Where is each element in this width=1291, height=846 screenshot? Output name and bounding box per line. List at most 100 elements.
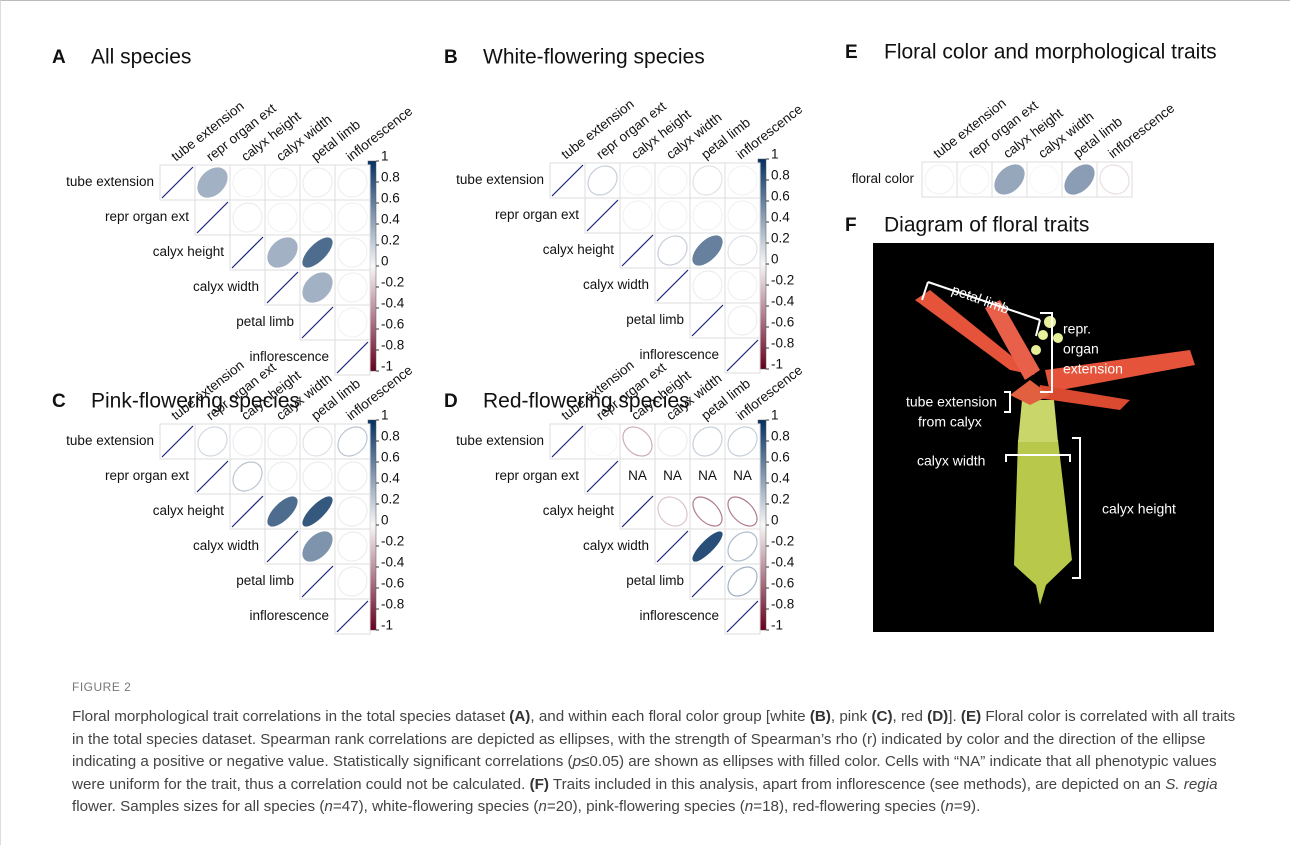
row-label: calyx height bbox=[543, 242, 615, 257]
colorbar-tick-label: 0.8 bbox=[381, 170, 400, 185]
colorbar-tick-label: 0.6 bbox=[771, 450, 790, 465]
caption-text: n bbox=[745, 798, 753, 815]
colorbar-tick-label: 0.6 bbox=[771, 189, 790, 204]
caption-text: (D) bbox=[927, 708, 948, 725]
colorbar-tick-label: -1 bbox=[381, 618, 393, 633]
row-label: petal limb bbox=[236, 314, 294, 329]
row-label: inflorescence bbox=[249, 608, 329, 623]
flower-diagram bbox=[873, 243, 1214, 632]
colorbar-tick-label: -1 bbox=[381, 359, 393, 374]
colorbar-tick-label: 0 bbox=[771, 252, 779, 267]
row-label: calyx height bbox=[153, 244, 225, 259]
colorbar-tick-label: 0.6 bbox=[381, 450, 400, 465]
colorbar-tick-label: 1 bbox=[381, 149, 389, 164]
caption-text: , pink bbox=[831, 708, 872, 725]
row-label: inflorescence bbox=[639, 347, 719, 362]
row-label: inflorescence bbox=[249, 349, 329, 364]
figure: AAll speciestube extensionrepr organ ext… bbox=[0, 0, 1291, 670]
colorbar-tick-label: -0.4 bbox=[381, 555, 405, 570]
panel-title: Diagram of floral traits bbox=[884, 214, 1089, 237]
row-label: repr organ ext bbox=[495, 207, 579, 222]
anther bbox=[1038, 330, 1048, 340]
row-label: calyx width bbox=[193, 279, 259, 294]
panel-letter: B bbox=[444, 47, 458, 68]
na-label: NA bbox=[733, 468, 752, 483]
panel-letter: D bbox=[444, 391, 458, 412]
caption-text: ]. bbox=[948, 708, 961, 725]
colorbar-tick-label: 0 bbox=[771, 513, 779, 528]
colorbar-tick-label: -0.6 bbox=[771, 315, 794, 330]
caption-text: =20), pink-flowering species ( bbox=[547, 798, 745, 815]
panel-letter: F bbox=[845, 215, 857, 236]
panel-letter: C bbox=[52, 391, 66, 412]
colorbar-tick-label: -0.8 bbox=[771, 597, 794, 612]
colorbar-tick-label: 0.4 bbox=[771, 210, 790, 225]
diagram-label: tube extension bbox=[906, 394, 997, 410]
diagram-label: repr. bbox=[1063, 321, 1091, 337]
caption-text: , red bbox=[893, 708, 928, 725]
colorbar-tick-label: 1 bbox=[771, 147, 779, 162]
panel-letter: E bbox=[845, 42, 858, 63]
caption-text: n bbox=[538, 798, 546, 815]
caption-text: (C) bbox=[871, 708, 892, 725]
row-label: floral color bbox=[852, 171, 915, 186]
colorbar-tick-label: -0.2 bbox=[771, 534, 794, 549]
diagram-label: from calyx bbox=[918, 414, 982, 430]
caption-text: Floral morphological trait correlations … bbox=[72, 708, 509, 725]
colorbar-tick-label: 0.8 bbox=[771, 429, 790, 444]
colorbar-tick-label: -0.2 bbox=[771, 273, 794, 288]
caption-text: =18), red-flowering species ( bbox=[753, 798, 945, 815]
caption-text: p bbox=[573, 753, 581, 770]
row-label: repr organ ext bbox=[105, 209, 189, 224]
caption-text: n bbox=[945, 798, 953, 815]
panel-title: Floral color and morphological traits bbox=[884, 41, 1217, 64]
colorbar-tick-label: -0.4 bbox=[771, 294, 795, 309]
colorbar-tick-label: -0.2 bbox=[381, 275, 404, 290]
caption-text: (E) bbox=[961, 708, 981, 725]
colorbar-tick-label: 0.4 bbox=[771, 471, 790, 486]
colorbar-tick-label: -0.6 bbox=[771, 576, 794, 591]
caption-text: , and within each floral color group [wh… bbox=[530, 708, 809, 725]
colorbar-tick-label: 0.4 bbox=[381, 212, 400, 227]
anther bbox=[1044, 316, 1056, 328]
colorbar-tick-label: -0.6 bbox=[381, 317, 404, 332]
caption-text: (F) bbox=[530, 776, 549, 793]
panel-title: White-flowering species bbox=[483, 46, 705, 69]
colorbar-tick-label: 0.2 bbox=[771, 492, 790, 507]
na-label: NA bbox=[628, 468, 647, 483]
colorbar-tick-label: -0.4 bbox=[771, 555, 795, 570]
diagram-label: extension bbox=[1063, 361, 1123, 377]
caption-text: (B) bbox=[810, 708, 831, 725]
na-label: NA bbox=[663, 468, 682, 483]
caption-text: n bbox=[324, 798, 332, 815]
diagram-label: organ bbox=[1063, 341, 1099, 357]
row-label: calyx width bbox=[583, 538, 649, 553]
colorbar-tick-label: 0 bbox=[381, 513, 389, 528]
colorbar-tick-label: 1 bbox=[381, 408, 389, 423]
caption-text: Traits included in this analysis, apart … bbox=[549, 776, 1165, 793]
colorbar-tick-label: 0.2 bbox=[771, 231, 790, 246]
figure-label: FIGURE 2 bbox=[72, 680, 131, 694]
anther bbox=[1031, 345, 1041, 355]
row-label: tube extension bbox=[456, 433, 544, 448]
row-label: repr organ ext bbox=[105, 468, 189, 483]
row-label: calyx height bbox=[543, 503, 615, 518]
row-label: tube extension bbox=[66, 433, 154, 448]
row-label: petal limb bbox=[626, 573, 684, 588]
row-label: tube extension bbox=[456, 172, 544, 187]
anther bbox=[1053, 333, 1063, 343]
row-label: calyx width bbox=[583, 277, 649, 292]
calyx-top bbox=[1018, 400, 1058, 442]
colorbar-tick-label: -1 bbox=[771, 357, 783, 372]
colorbar-tick-label: -0.8 bbox=[381, 338, 404, 353]
row-label: calyx width bbox=[193, 538, 259, 553]
colorbar-tick-label: 0 bbox=[381, 254, 389, 269]
caption-text: flower. Samples sizes for all species ( bbox=[72, 798, 324, 815]
caption: Floral morphological trait correlations … bbox=[72, 706, 1247, 819]
caption-text: =9). bbox=[954, 798, 981, 815]
caption-text: S. regia bbox=[1165, 776, 1217, 793]
row-label: inflorescence bbox=[639, 608, 719, 623]
colorbar-tick-label: 0.6 bbox=[381, 191, 400, 206]
colorbar-tick-label: 0.8 bbox=[771, 168, 790, 183]
panel-letter: A bbox=[52, 47, 66, 68]
